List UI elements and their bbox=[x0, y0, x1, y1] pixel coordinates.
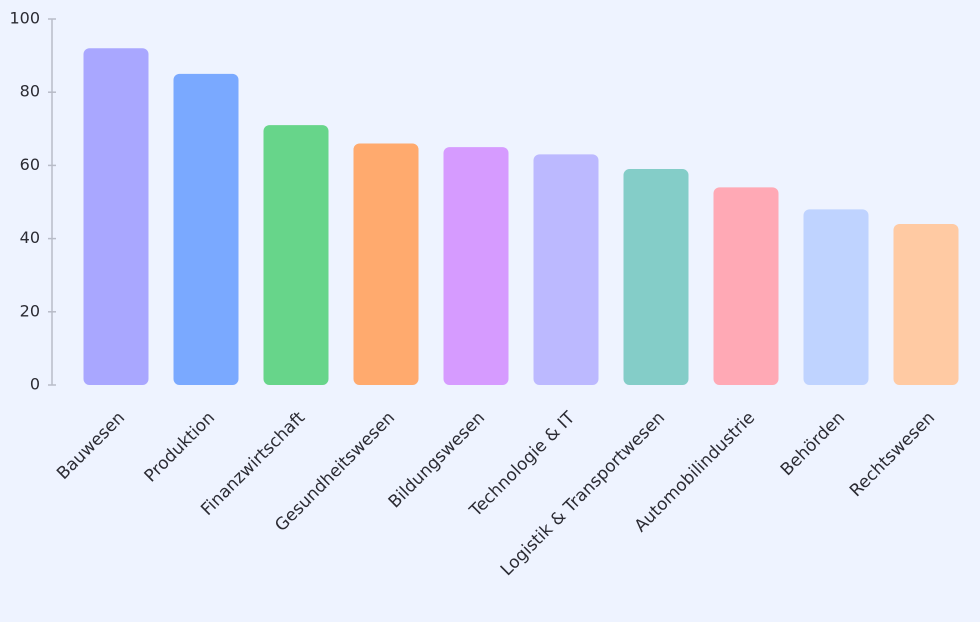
x-tick-label: Bauwesen bbox=[53, 408, 129, 484]
x-tick-label: Bildungswesen bbox=[385, 408, 489, 512]
bar bbox=[263, 125, 329, 385]
bar bbox=[83, 48, 149, 385]
bar bbox=[803, 209, 869, 385]
y-tick-label: 0 bbox=[30, 375, 40, 394]
y-tick-label: 60 bbox=[20, 155, 40, 174]
y-tick-label: 20 bbox=[20, 301, 40, 320]
x-tick-label: Produktion bbox=[141, 408, 219, 486]
bar bbox=[533, 154, 599, 385]
bar bbox=[713, 187, 779, 385]
x-tick-label: Logistik & Transportwesen bbox=[497, 408, 669, 580]
y-tick-label: 100 bbox=[9, 9, 40, 28]
bar bbox=[443, 147, 509, 385]
bar bbox=[623, 169, 689, 385]
x-tick-label: Rechtswesen bbox=[846, 408, 939, 501]
y-tick-label: 80 bbox=[20, 82, 40, 101]
bar bbox=[353, 143, 419, 385]
bar bbox=[173, 73, 239, 386]
bar bbox=[893, 223, 959, 385]
x-tick-label: Behörden bbox=[777, 408, 849, 480]
y-tick-label: 40 bbox=[20, 228, 40, 247]
